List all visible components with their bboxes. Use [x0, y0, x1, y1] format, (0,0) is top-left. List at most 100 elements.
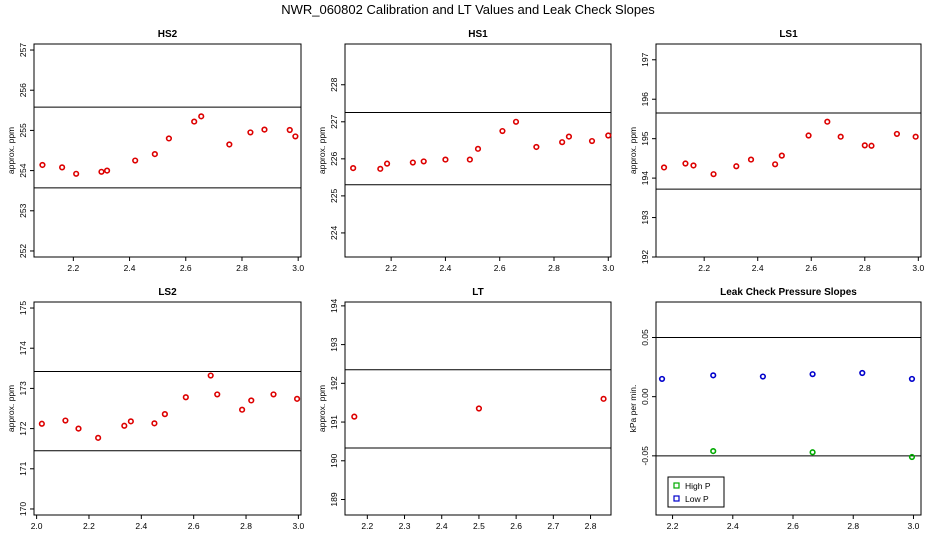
y-axis-label: approx. ppm [317, 127, 327, 174]
data-point [533, 143, 540, 151]
y-tick-label: 192 [329, 376, 339, 390]
chart-title: HS1 [468, 29, 488, 40]
y-tick-label: 257 [18, 43, 28, 57]
x-tick-label: 2.6 [494, 263, 506, 273]
x-tick-label: 3.0 [292, 263, 304, 273]
data-point [859, 369, 866, 377]
y-tick-label: 255 [18, 123, 28, 137]
x-tick-label: 2.8 [236, 263, 248, 273]
data-point [690, 162, 697, 169]
data-point [912, 133, 919, 140]
x-tick-label: 2.6 [787, 521, 799, 531]
data-point [499, 127, 506, 135]
x-tick-label: 2.2 [361, 521, 373, 531]
chart-title: LS1 [779, 29, 798, 40]
x-tick-label: 3.0 [292, 521, 304, 531]
data-point [286, 126, 293, 134]
data-point [151, 420, 158, 427]
data-point [658, 375, 666, 383]
data-point [191, 118, 198, 125]
y-tick-label: 171 [18, 461, 28, 475]
data-point [660, 164, 668, 171]
y-tick-label: 225 [329, 189, 339, 203]
y-axis-label: approx. ppm [6, 127, 16, 174]
data-point [377, 165, 384, 172]
y-tick-label: 190 [329, 453, 339, 467]
x-tick-label: 3.0 [912, 263, 924, 273]
y-tick-label: 193 [640, 210, 650, 224]
data-point [62, 417, 69, 424]
x-tick-label: 2.4 [135, 521, 147, 531]
data-point [809, 371, 816, 378]
data-point [270, 391, 277, 398]
x-tick-label: 2.2 [698, 263, 710, 273]
y-axis-label: approx. ppm [317, 385, 327, 432]
y-tick-label: 253 [18, 203, 28, 217]
legend-marker [673, 482, 680, 489]
chart-title: LT [472, 287, 483, 298]
plot-frame [344, 301, 612, 516]
data-point [588, 137, 596, 145]
data-point [512, 118, 520, 125]
plot-frame [655, 301, 922, 516]
chart-title: Leak Check Pressure Slopes [720, 287, 857, 298]
data-point [198, 113, 205, 120]
y-tick-label: 254 [18, 163, 28, 177]
x-tick-label: 2.4 [727, 521, 739, 531]
y-tick-label: 192 [640, 250, 650, 264]
data-point [474, 145, 482, 152]
y-tick-label: 170 [18, 502, 28, 516]
y-tick-label: 197 [640, 52, 650, 66]
y-tick-label: -0.05 [640, 446, 650, 466]
data-point [559, 139, 566, 146]
x-tick-label: 2.3 [399, 521, 411, 531]
y-tick-label: 227 [329, 114, 339, 128]
y-tick-label: 195 [640, 131, 650, 145]
x-tick-label: 2.8 [240, 521, 252, 531]
data-point [805, 132, 812, 139]
legend-label: High P [685, 481, 711, 491]
x-tick-label: 2.4 [440, 263, 452, 273]
data-point [226, 141, 233, 148]
plot-frame [33, 43, 302, 258]
x-tick-label: 2.0 [31, 521, 43, 531]
data-point [161, 411, 168, 418]
y-axis-label: approx. ppm [6, 385, 16, 432]
data-point [409, 159, 416, 166]
y-tick-label: 175 [18, 301, 28, 315]
x-tick-label: 2.6 [180, 263, 192, 273]
y-tick-label: 224 [329, 226, 339, 240]
x-tick-label: 2.2 [83, 521, 95, 531]
chart-panel-1: HS2 2.2 2.4 2.6 2.8 3.0 252 253 254 255 256 257 appr… [6, 29, 304, 273]
data-point [600, 395, 607, 402]
x-tick-label: 2.5 [473, 521, 485, 531]
x-tick-label: 2.8 [859, 263, 871, 273]
y-tick-label: 0.05 [640, 329, 650, 346]
y-tick-label: 226 [329, 151, 339, 165]
y-tick-label: 191 [329, 415, 339, 429]
data-point [772, 161, 779, 168]
data-point [292, 133, 299, 140]
data-point [824, 118, 831, 125]
plot-frame [655, 43, 922, 258]
data-point [350, 164, 357, 172]
data-point [132, 157, 139, 164]
data-point [247, 129, 254, 136]
y-tick-label: 194 [640, 171, 650, 185]
data-point [908, 453, 916, 461]
x-tick-label: 2.6 [805, 263, 817, 273]
x-tick-label: 3.0 [602, 263, 614, 273]
chart-panel-6: Leak Check Pressure Slopes 2.2 2.4 2.6 2.8 3.… [628, 287, 922, 531]
data-point [39, 161, 46, 169]
y-tick-label: 193 [329, 337, 339, 351]
chart-panel-5: LT 2.2 2.3 2.4 2.5 2.6 2.7 2.8 189 190 191 192 193 19… [317, 287, 612, 531]
chart-panel-2: HS1 2.2 2.4 2.6 2.8 3.0 224 225 226 227 228 approx.… [317, 29, 614, 273]
y-tick-label: 189 [329, 492, 339, 506]
data-point [239, 406, 246, 413]
data-point [75, 425, 82, 432]
data-point [165, 135, 173, 142]
data-point [351, 413, 358, 420]
data-point [710, 171, 717, 178]
x-tick-label: 2.8 [585, 521, 597, 531]
data-point [565, 133, 573, 140]
